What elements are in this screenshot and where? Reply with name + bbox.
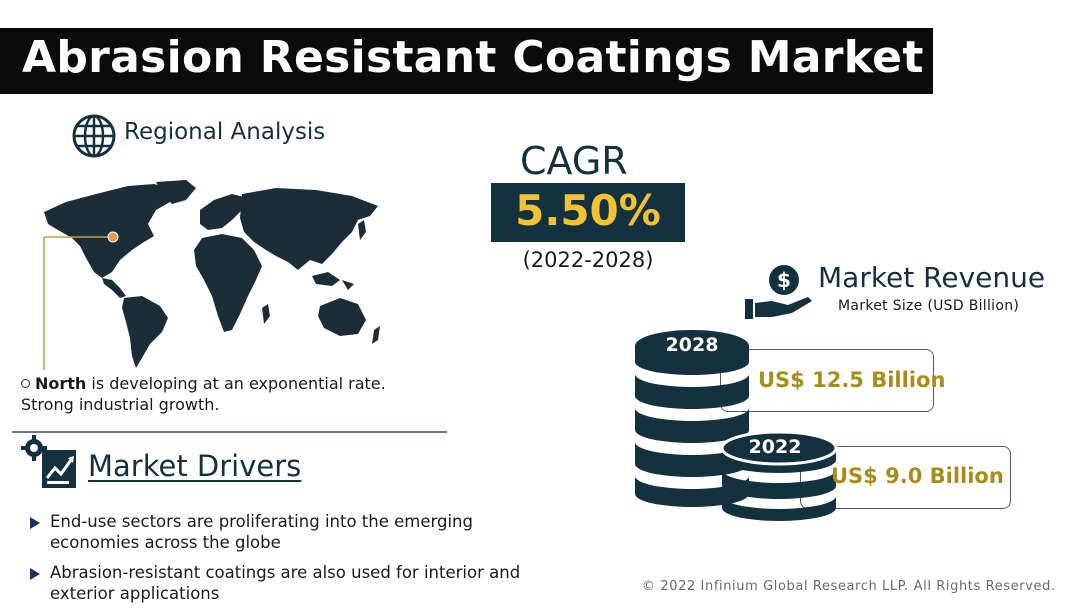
central-america-shape (102, 278, 126, 298)
driver-text: End-use sectors are proliferating into t… (50, 512, 473, 552)
south-america-shape (122, 296, 168, 368)
coin-2022-top (722, 432, 836, 464)
coin-2028-4 (635, 442, 749, 477)
market-revenue-subtitle: Market Size (USD Billion) (838, 298, 1020, 314)
europe-shape (200, 194, 248, 230)
coin-2028-3 (635, 408, 749, 443)
page-title: Abrasion Resistant Coatings Market (22, 32, 924, 83)
regional-note: North is developing at an exponential ra… (21, 373, 401, 415)
revenue-box-2028 (720, 349, 934, 412)
coin-2028-5 (635, 476, 749, 507)
list-item: End-use sectors are proliferating into t… (28, 511, 548, 553)
gear-chart-icon (21, 435, 76, 488)
revenue-value-2022: US$ 9.0 Billion (831, 464, 1004, 488)
year-label-2028: 2028 (665, 334, 719, 356)
north-america-shape (44, 184, 176, 278)
coin-2022-3 (722, 496, 836, 521)
title-bar (0, 28, 933, 94)
japan-shape (358, 220, 366, 240)
driver-text: Abrasion-resistant coatings are also use… (50, 563, 521, 603)
market-revenue-title: Market Revenue (818, 261, 1046, 294)
islands-shape (312, 272, 354, 290)
section-divider (12, 431, 447, 433)
new-zealand-shape (372, 326, 380, 344)
world-map (43, 180, 380, 370)
triangle-bullet-icon (30, 517, 40, 529)
dollar-hand-icon: $ (745, 265, 812, 319)
regional-analysis-title: Regional Analysis (124, 119, 326, 145)
region-name: North (35, 374, 87, 393)
coin-2028-2 (635, 374, 749, 409)
cagr-period: (2022-2028) (522, 248, 654, 272)
drivers-list: End-use sectors are proliferating into t… (28, 511, 548, 608)
market-drivers-title: Market Drivers (88, 449, 302, 483)
svg-text:$: $ (777, 268, 791, 292)
revenue-value-2028: US$ 12.5 Billion (758, 368, 946, 392)
africa-shape (194, 234, 262, 332)
region-description: is developing at an exponential rate. St… (21, 374, 386, 414)
asia-shape (240, 188, 378, 270)
cagr-box (491, 183, 685, 242)
cagr-value: 5.50% (515, 186, 661, 235)
triangle-bullet-icon (30, 568, 40, 580)
year-label-2022: 2022 (748, 436, 802, 458)
australia-shape (318, 298, 366, 336)
coin-2028-top (635, 330, 749, 362)
list-item: Abrasion-resistant coatings are also use… (28, 562, 548, 604)
coin-stacks (635, 330, 838, 521)
madagascar-shape (262, 304, 270, 324)
globe-icon (72, 114, 116, 158)
coin-2022-2 (722, 470, 836, 499)
copyright-text: © 2022 Infinium Global Research LLP. All… (642, 579, 1056, 594)
greenland-shape (156, 180, 196, 204)
circle-bullet-icon (21, 379, 30, 388)
cagr-label: CAGR (520, 139, 628, 183)
